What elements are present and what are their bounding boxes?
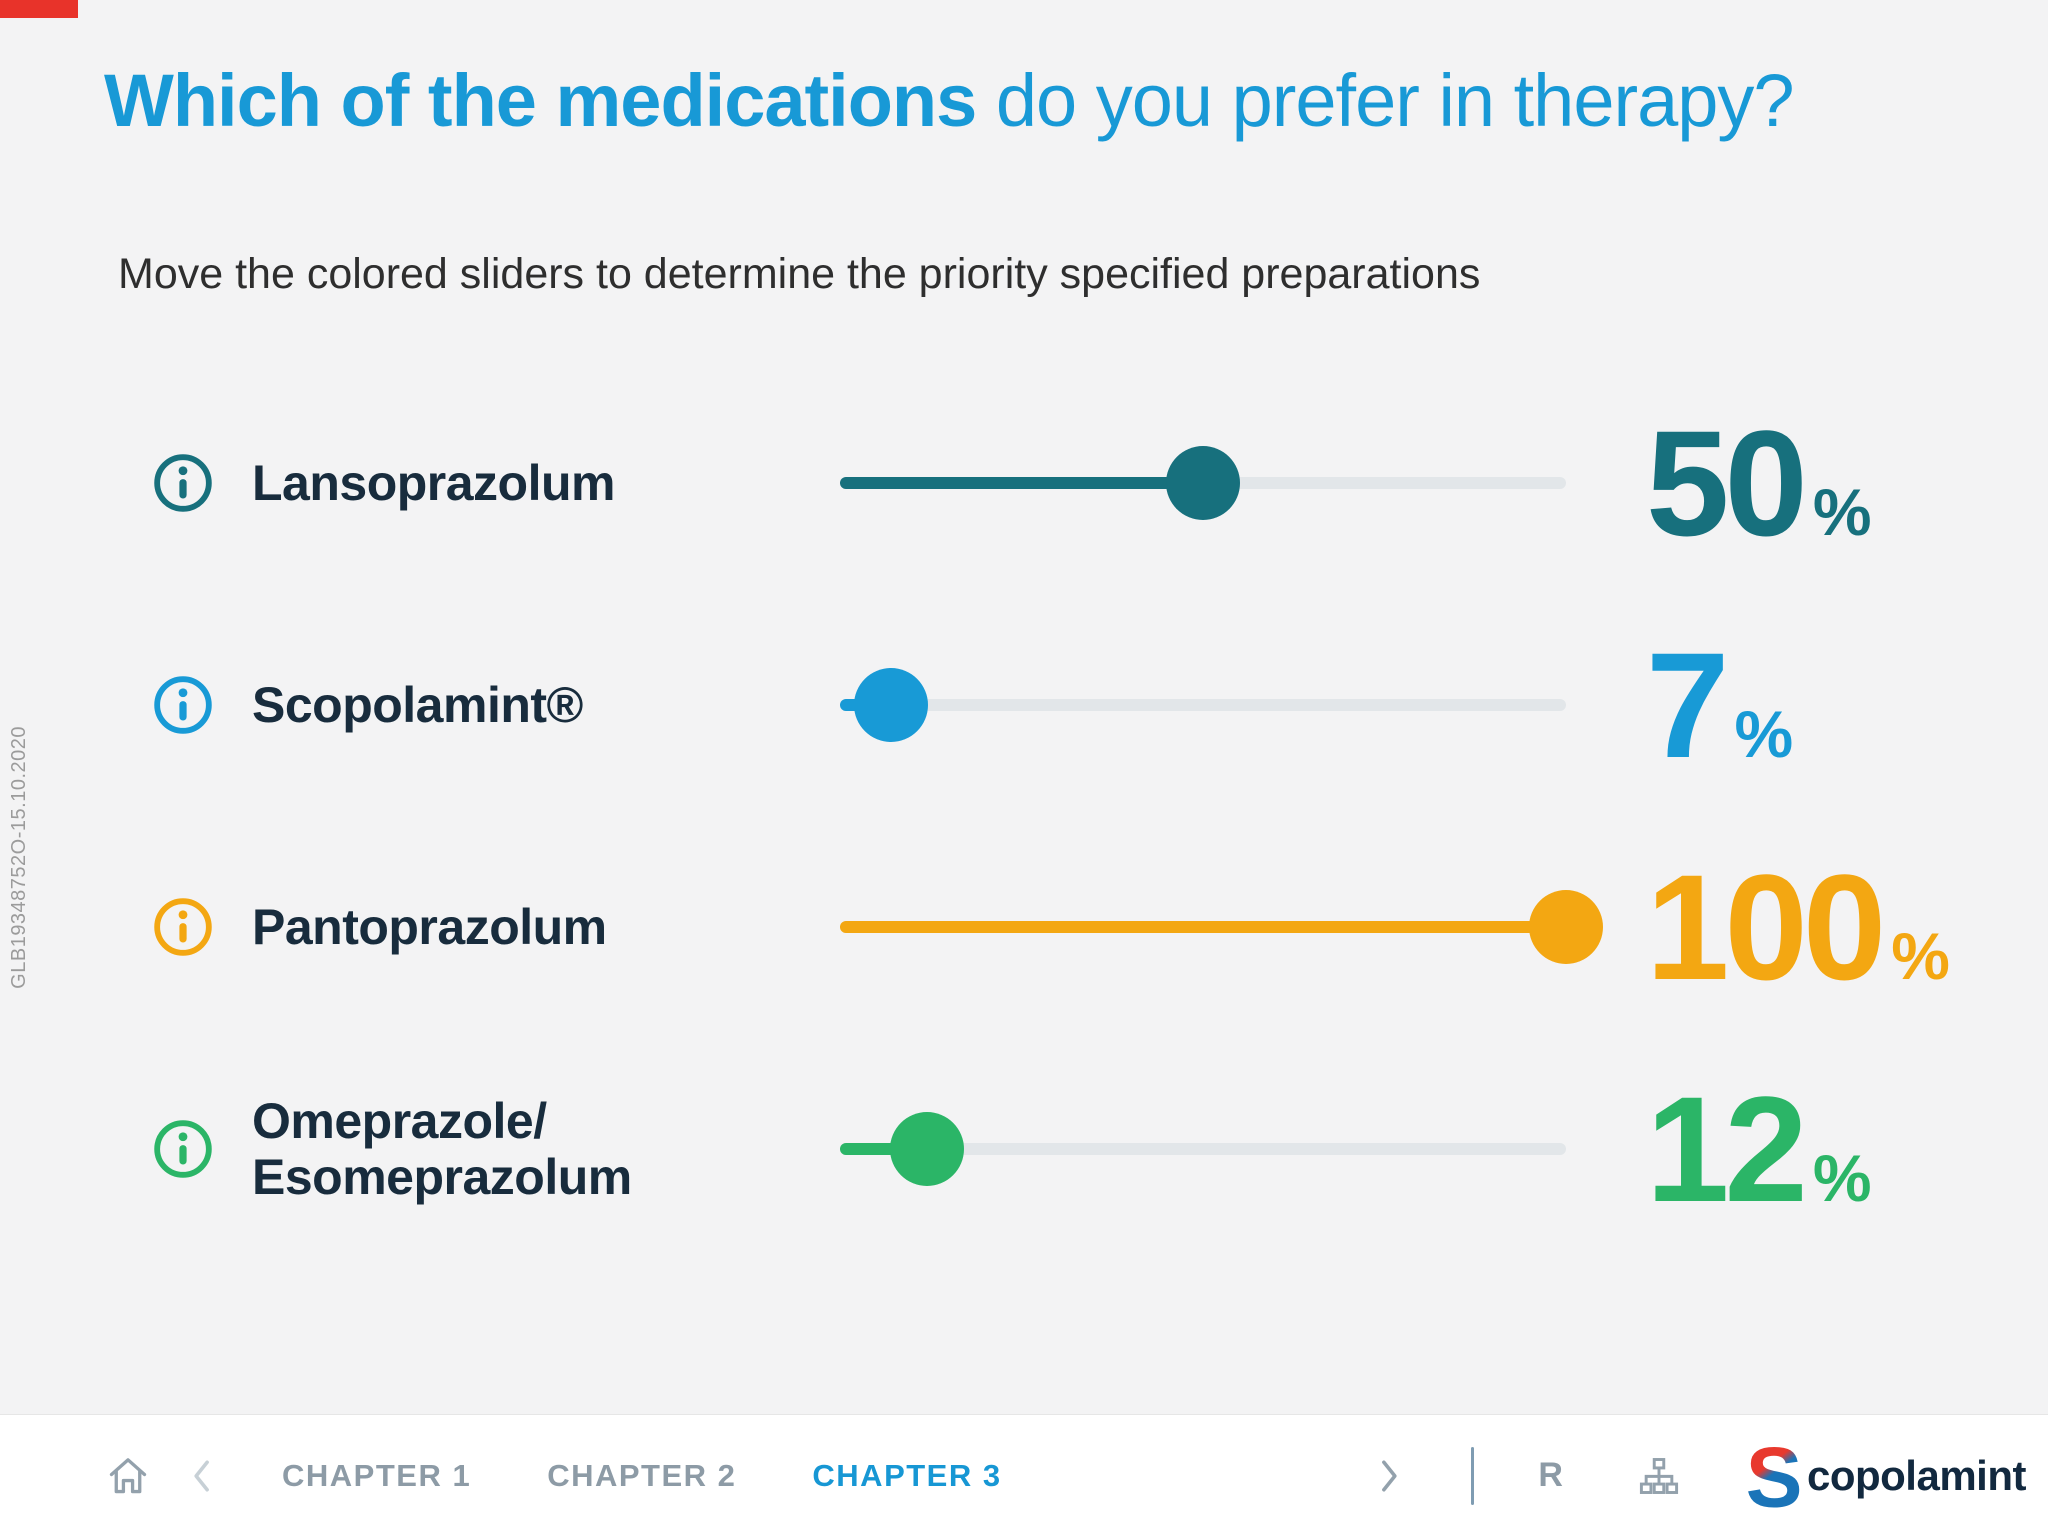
slider-rail [840,1143,1566,1155]
nav-chapter-2[interactable]: CHAPTER 2 [547,1457,737,1493]
bottom-nav-bar: CHAPTER 1 CHAPTER 2 CHAPTER 3 R S copola… [0,1414,2048,1536]
scopolamint-logo: S copolamint [1743,1432,2027,1520]
slider-thumb-pantoprazolum[interactable] [1529,890,1603,964]
medication-label: Omeprazole/ Esomeprazolum [252,1093,840,1205]
logo-text: copolamint [1806,1451,2027,1499]
info-icon[interactable] [152,896,214,958]
medication-label: Pantoprazolum [252,899,840,955]
slider-thumb-scopolamint[interactable] [853,668,928,742]
slider-value: 12 % [1646,1074,2048,1224]
medication-label: Lansoprazolum [252,455,840,511]
slider-list: Lansoprazolum 50 % Scopolamint® [0,372,2048,1260]
slider-track-scopolamint[interactable] [840,667,1566,743]
slider-row-pantoprazolum: Pantoprazolum 100 % [0,816,2048,1038]
medication-label-line1: Omeprazole/ [252,1093,547,1149]
slider-value: 100 % [1646,852,2048,1002]
medication-label: Scopolamint® [252,677,840,733]
footer-divider [1471,1446,1475,1505]
slider-row-lansoprazolum: Lansoprazolum 50 % [0,372,2048,594]
info-icon[interactable] [152,1118,214,1180]
slider-track-omeprazole[interactable] [840,1111,1566,1187]
value-unit: % [1734,697,1794,771]
slider-fill [840,477,1203,489]
medication-label-line1: Scopolamint® [252,677,583,733]
logo-initial: S [1746,1432,1803,1520]
info-icon[interactable] [152,452,214,514]
info-icon[interactable] [152,674,214,736]
r-button[interactable]: R [1538,1456,1563,1494]
page-title: Which of the medications do you prefer i… [104,58,1795,143]
value-number: 12 [1646,1065,1808,1233]
medication-label-line1: Lansoprazolum [252,455,615,511]
slider-thumb-lansoprazolum[interactable] [1166,446,1240,520]
logo-s-icon: S [1746,1432,1803,1520]
slider-row-omeprazole: Omeprazole/ Esomeprazolum 12 % [0,1038,2048,1260]
top-left-red-strip [0,0,78,18]
value-number: 100 [1646,843,1886,1011]
slider-fill [840,921,1566,933]
value-number: 7 [1646,621,1729,789]
value-unit: % [1812,1141,1872,1215]
sitemap-icon[interactable] [1637,1454,1681,1498]
page-title-bold: Which of the medications [104,59,977,142]
page-title-light: do you prefer in therapy? [995,59,1795,142]
slider-rail [840,699,1566,711]
instruction-text: Move the colored sliders to determine th… [118,250,1481,298]
slider-thumb-omeprazole[interactable] [890,1112,965,1186]
value-unit: % [1891,919,1950,993]
slider-track-lansoprazolum[interactable] [840,445,1566,521]
medication-label-line1: Pantoprazolum [252,899,607,955]
slider-track-pantoprazolum[interactable] [840,889,1603,965]
slider-row-scopolamint: Scopolamint® 7 % [0,594,2048,816]
medication-label-line2: Esomeprazolum [252,1149,632,1205]
nav-chapter-3[interactable]: CHAPTER 3 [812,1457,1002,1493]
chevron-left-icon[interactable] [186,1454,220,1498]
slider-value: 50 % [1646,408,2048,558]
slider-value: 7 % [1646,630,2048,780]
home-icon[interactable] [106,1454,150,1498]
nav-chapter-1[interactable]: CHAPTER 1 [282,1457,472,1493]
value-number: 50 [1646,399,1808,567]
value-unit: % [1812,475,1872,549]
chevron-right-icon[interactable] [1371,1454,1405,1498]
